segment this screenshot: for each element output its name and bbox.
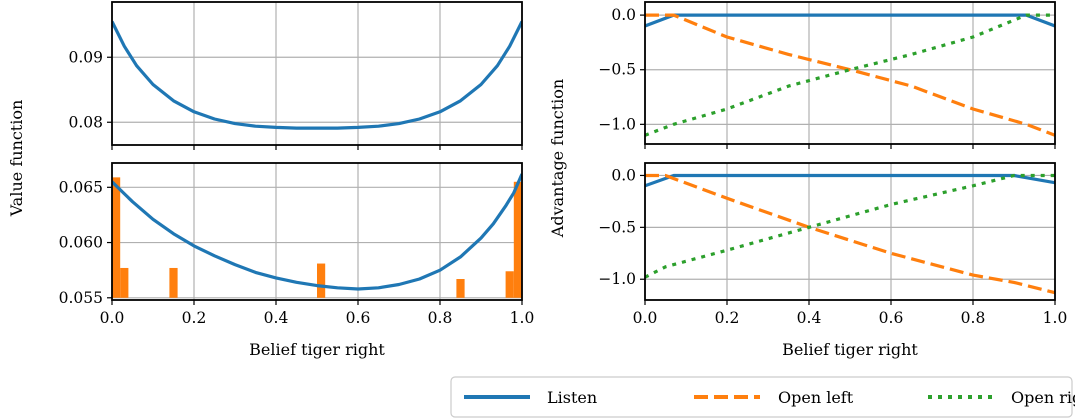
- bottom-left-ytick-label-0: 0.055: [59, 289, 103, 307]
- bottom-right-xtick-label-3: 0.6: [879, 309, 904, 327]
- top-right-series-2: [645, 13, 1055, 137]
- top-left-ytick-label-0: 0.08: [68, 113, 103, 131]
- bottom-left-xtick-label-4: 0.8: [428, 309, 453, 327]
- bottom-left-xlabel: Belief tiger right: [249, 340, 385, 359]
- bottom-right-xtick-label-5: 1.0: [1043, 309, 1068, 327]
- bottom-left-plot-area: [112, 173, 522, 298]
- bottom-right-ytick-label-2: −1.0: [598, 270, 636, 288]
- bottom-left-xtick-label-2: 0.4: [264, 309, 289, 327]
- bottom-right-ytick-label-0: 0.0: [611, 166, 636, 184]
- bottom-left-ytick-label-2: 0.065: [59, 178, 103, 196]
- bottom-left-frame: [111, 162, 523, 301]
- top-right-ytick-label-2: −1.0: [598, 115, 636, 133]
- legend-label-open-right: Open right: [1011, 388, 1075, 407]
- bottom-right-panel: 0.0 0.2 0.4 0.6 0.8 1.0 0.0 −0.5 −1.0 Belief tige…: [598, 162, 1068, 359]
- legend-label-listen: Listen: [547, 388, 597, 407]
- advantage-function-ylabel: Advantage function: [548, 79, 567, 238]
- top-right-plot-area: [645, 13, 1055, 137]
- bottom-right-xtick-label-4: 0.8: [961, 309, 986, 327]
- bottom-right-plot-area: [645, 173, 1055, 295]
- bottom-right-xtick-label-1: 0.2: [715, 309, 740, 327]
- bottom-right-series-0: [645, 173, 1055, 188]
- top-right-series-1: [645, 13, 1055, 137]
- bottom-left-ytick-label-1: 0.060: [59, 234, 103, 252]
- top-right-series-0: [645, 13, 1055, 28]
- top-right-ytick-label-0: 0.0: [611, 6, 636, 24]
- top-right-panel: 0.0 −0.5 −1.0: [598, 1, 1056, 149]
- top-left-ytick-label-1: 0.09: [68, 48, 103, 66]
- bottom-left-xtick-label-0: 0.0: [100, 309, 125, 327]
- bottom-left-xtick-label-3: 0.6: [346, 309, 371, 327]
- top-left-series-0: [112, 20, 522, 130]
- bottom-left-bar-4: [456, 279, 465, 298]
- bottom-right-xtick-label-0: 0.0: [633, 309, 658, 327]
- bottom-left-bar-3: [317, 263, 326, 298]
- top-left-frame: [111, 1, 523, 146]
- legend: Listen Open left Open right: [450, 376, 1075, 418]
- bottom-left-bar-2: [169, 267, 178, 298]
- bottom-left-xtick-label-5: 1.0: [510, 309, 535, 327]
- top-left-panel: 0.08 0.09: [68, 1, 523, 150]
- bottom-left-bar-0: [112, 177, 121, 298]
- bottom-left-bar-6: [513, 181, 522, 298]
- legend-label-open-left: Open left: [778, 388, 854, 407]
- value-function-ylabel: Value function: [7, 100, 26, 218]
- bottom-left-panel: 0.0 0.2 0.4 0.6 0.8 1.0 0.055 0.060 0.065 Belief …: [59, 162, 535, 359]
- bottom-right-ytick-label-1: −0.5: [598, 218, 636, 236]
- bottom-right-xlabel: Belief tiger right: [782, 340, 918, 359]
- bottom-right-xtick-label-2: 0.4: [797, 309, 822, 327]
- bottom-left-bar-5: [505, 271, 514, 298]
- legend-frame: [450, 376, 1073, 418]
- bottom-right-series-1: [645, 173, 1055, 295]
- top-right-ytick-label-1: −0.5: [598, 61, 636, 79]
- bottom-left-series-0: [112, 173, 522, 291]
- top-left-plot-area: [112, 20, 522, 130]
- bottom-left-xtick-label-1: 0.2: [182, 309, 207, 327]
- bottom-right-series-2: [645, 173, 1055, 279]
- top-right-frame: [644, 1, 1056, 145]
- bottom-left-bar-1: [120, 267, 129, 298]
- bottom-right-frame: [644, 162, 1056, 301]
